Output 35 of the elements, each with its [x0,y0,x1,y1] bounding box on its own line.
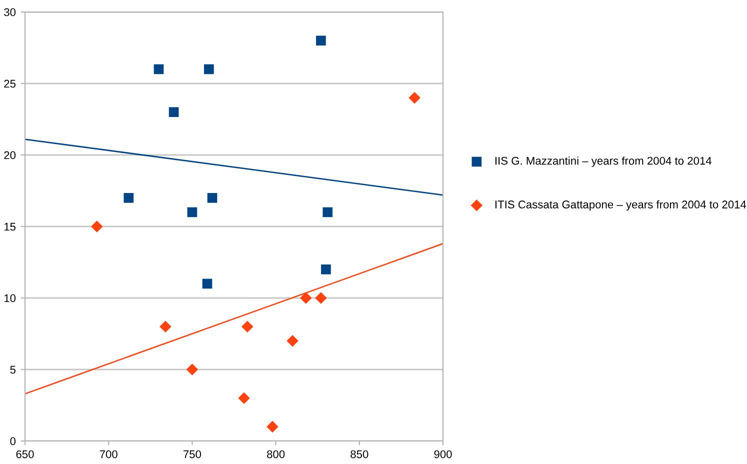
point [91,220,103,232]
x-tick-label: 750 [184,450,202,458]
point [322,207,333,218]
x-tick-label: 850 [350,450,368,458]
point [204,64,214,74]
legend-label: IIS G. Mazzantini – years from 2004 to 2014 [495,156,712,167]
x-tick-label: 800 [267,450,285,458]
point [207,192,218,203]
point [124,192,134,203]
point [202,278,212,289]
point [187,207,198,218]
point [186,364,198,376]
y-tick-label: 5 [10,366,16,374]
x-tick-label: 650 [16,450,34,458]
point [300,292,312,304]
y-tick-label: 20 [4,151,16,160]
point [286,335,298,347]
y-tick-label: 15 [4,222,16,231]
point [168,107,179,118]
y-tick-label: 10 [4,294,16,302]
y-tick-label: 0 [10,437,16,446]
point [160,320,172,332]
x-tick-label: 700 [100,450,118,458]
point [321,264,331,274]
x-tick-label: 900 [434,450,452,458]
y-tick-label: 25 [4,80,16,88]
point [154,64,164,74]
legend-label: ITIS Cassata Gattapone – years from 2004 to 2014 [495,200,746,211]
point [241,320,254,332]
point [315,292,327,304]
y-tick-label: 30 [4,8,16,16]
point [266,420,278,433]
point [316,36,326,46]
point [408,92,420,104]
point [238,392,250,404]
